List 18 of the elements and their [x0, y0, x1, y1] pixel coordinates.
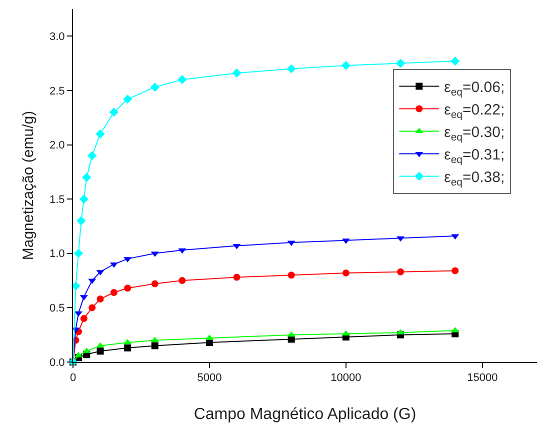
- x-tick-label: 5000: [197, 372, 222, 384]
- x-axis-title: Campo Magnético Aplicado (G): [194, 406, 416, 423]
- y-axis-title: Magnetização (emu/g): [20, 110, 37, 260]
- y-tick-label: 1.0: [50, 248, 65, 260]
- y-tick-label: 2.0: [50, 140, 65, 152]
- x-tick-label: 10000: [330, 372, 362, 384]
- legend-label: ε$_{eq}$=0.22;: [444, 102, 505, 121]
- legend-label: ε$_{eq}$=0.06;: [444, 79, 505, 98]
- x-tick-label: 15000: [467, 372, 498, 384]
- y-tick-label: 1.5: [50, 194, 65, 206]
- y-tick-label: 2.5: [50, 85, 65, 98]
- y-tick-label: 3.0: [50, 31, 65, 43]
- y-tick-label: 0.0: [50, 356, 65, 369]
- y-tick-label: 0.5: [50, 302, 65, 315]
- legend-label: ε$_{eq}$=0.31;: [444, 146, 505, 166]
- x-tick-label: 0: [70, 372, 76, 384]
- legend-label: ε$_{eq}$=0.38;: [444, 169, 505, 188]
- legend-label: ε$_{eq}$=0.30;: [444, 124, 505, 144]
